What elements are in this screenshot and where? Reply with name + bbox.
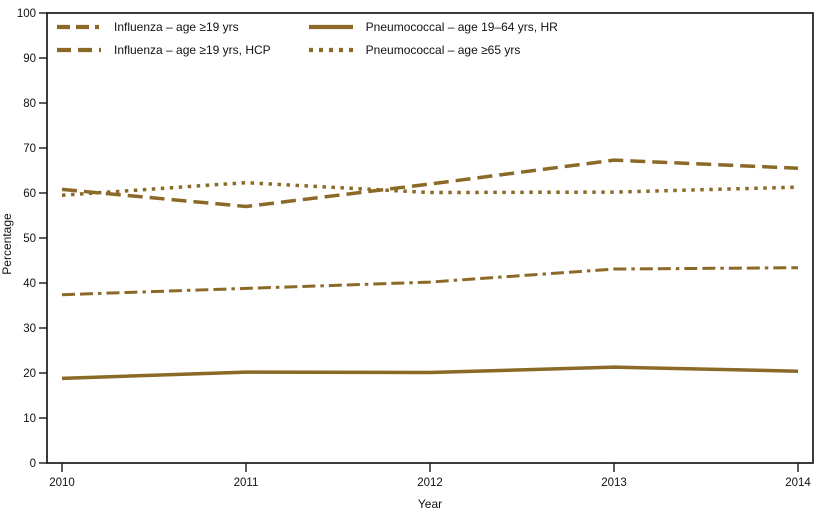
legend-item-pneumococcal-65: Pneumococcal – age ≥65 yrs <box>308 42 558 58</box>
dash-dash-dot-line-swatch-icon <box>57 24 101 30</box>
svg-text:2011: 2011 <box>234 477 259 489</box>
legend-column-left: Influenza – age ≥19 yrs Influenza – age … <box>57 19 271 58</box>
svg-text:2013: 2013 <box>601 477 627 489</box>
svg-text:20: 20 <box>23 368 36 380</box>
legend-item-influenza-19-hcp: Influenza – age ≥19 yrs, HCP <box>57 42 271 58</box>
legend-label: Pneumococcal – age ≥65 yrs <box>365 43 521 57</box>
x-axis-label: Year <box>417 497 443 511</box>
svg-text:50: 50 <box>23 233 36 245</box>
legend-label: Influenza – age ≥19 yrs, HCP <box>114 43 271 57</box>
svg-text:60: 60 <box>23 188 36 200</box>
svg-text:90: 90 <box>23 53 36 65</box>
svg-text:10: 10 <box>23 413 36 425</box>
legend-label: Pneumococcal – age 19–64 yrs, HR <box>365 20 558 34</box>
dashed-line-swatch-icon <box>57 47 101 53</box>
legend-item-pneumococcal-19-64-hr: Pneumococcal – age 19–64 yrs, HR <box>308 19 558 35</box>
svg-text:100: 100 <box>17 8 36 20</box>
legend-column-right: Pneumococcal – age 19–64 yrs, HR Pneumoc… <box>308 19 558 58</box>
svg-text:40: 40 <box>23 278 36 290</box>
svg-text:0: 0 <box>30 458 36 470</box>
legend: Influenza – age ≥19 yrs Influenza – age … <box>57 19 558 58</box>
svg-text:2010: 2010 <box>49 477 75 489</box>
y-axis-label: Percentage <box>0 213 14 275</box>
dotted-line-swatch-icon <box>308 47 353 53</box>
svg-text:80: 80 <box>23 98 36 110</box>
legend-label: Influenza – age ≥19 yrs <box>114 20 239 34</box>
legend-item-influenza-19: Influenza – age ≥19 yrs <box>57 19 271 35</box>
svg-text:2012: 2012 <box>417 477 443 489</box>
svg-text:2014: 2014 <box>785 477 811 489</box>
solid-line-swatch-icon <box>308 24 353 30</box>
svg-text:70: 70 <box>23 143 36 155</box>
svg-text:30: 30 <box>23 323 36 335</box>
